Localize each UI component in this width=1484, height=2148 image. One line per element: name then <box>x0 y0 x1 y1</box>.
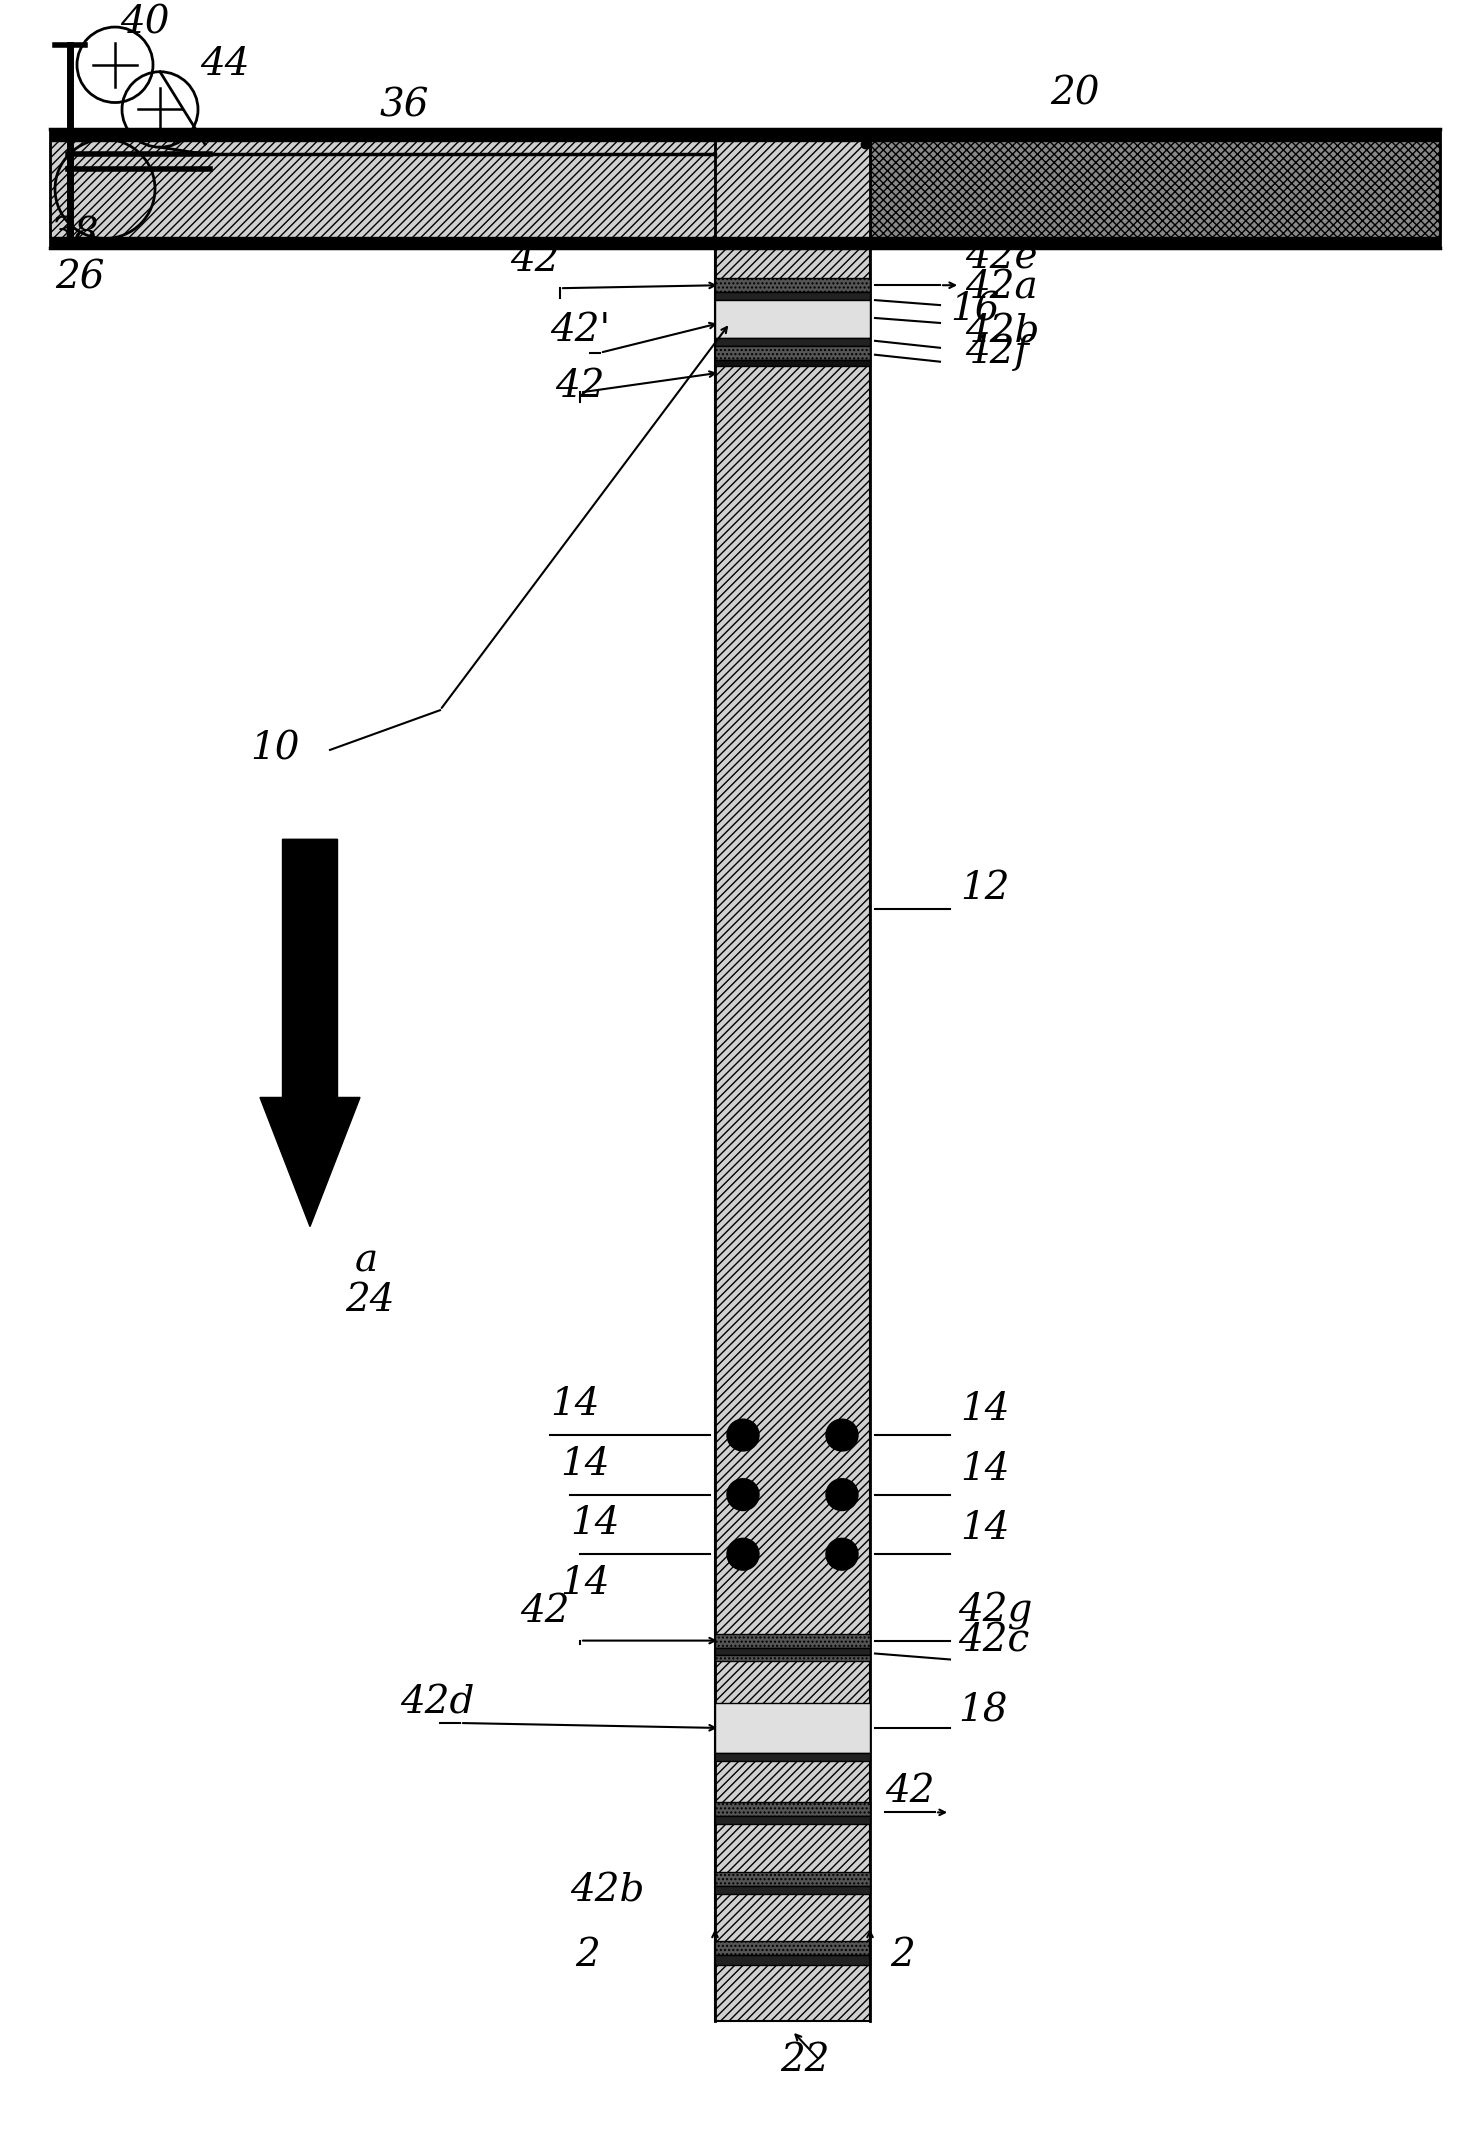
Bar <box>715 346 870 359</box>
Text: 42b: 42b <box>965 314 1039 350</box>
Text: 42d: 42d <box>401 1684 475 1721</box>
Text: 42b: 42b <box>570 1873 644 1910</box>
Text: 12: 12 <box>960 870 1009 906</box>
Bar <box>715 337 870 346</box>
Text: 44: 44 <box>200 45 249 84</box>
Text: 10: 10 <box>249 730 300 767</box>
Text: 42: 42 <box>510 243 559 279</box>
Text: 16: 16 <box>950 292 1000 329</box>
Bar <box>715 1753 870 1761</box>
Bar <box>715 1942 870 1955</box>
Text: 2: 2 <box>574 1937 600 1974</box>
Bar <box>715 249 870 2021</box>
Text: 42e: 42e <box>965 238 1037 277</box>
Text: 40: 40 <box>120 4 169 41</box>
Bar <box>715 292 870 301</box>
Bar <box>715 1656 870 1660</box>
Text: 42: 42 <box>884 1774 935 1811</box>
Bar <box>50 236 1439 249</box>
Text: 22: 22 <box>781 2041 830 2079</box>
Bar <box>715 1802 870 1817</box>
Bar <box>715 279 870 292</box>
Text: 42f: 42f <box>965 333 1028 372</box>
Bar <box>715 1886 870 1895</box>
Circle shape <box>827 1420 858 1450</box>
Bar <box>715 301 870 337</box>
Circle shape <box>827 1538 858 1570</box>
Text: 14: 14 <box>551 1385 600 1424</box>
FancyArrow shape <box>260 840 361 1227</box>
Bar <box>715 1871 870 1886</box>
Text: 2: 2 <box>890 1937 914 1974</box>
Text: 42': 42' <box>551 311 610 348</box>
Text: 14: 14 <box>559 1446 610 1482</box>
Bar <box>715 359 870 365</box>
Bar <box>50 129 1439 142</box>
Text: 14: 14 <box>960 1510 1009 1547</box>
Circle shape <box>727 1538 758 1570</box>
Text: 42c: 42c <box>959 1622 1030 1660</box>
Circle shape <box>727 1478 758 1510</box>
Bar <box>715 1635 870 1648</box>
Circle shape <box>727 1420 758 1450</box>
Text: 26: 26 <box>55 260 104 296</box>
Text: 42: 42 <box>555 369 604 406</box>
Text: 42a: 42a <box>965 268 1037 307</box>
Text: 20: 20 <box>1051 75 1100 112</box>
Text: a: a <box>355 1242 378 1280</box>
Text: 14: 14 <box>960 1450 1009 1489</box>
Text: 38: 38 <box>50 217 99 253</box>
Bar <box>715 1955 870 1965</box>
Bar <box>715 1817 870 1824</box>
Text: 24: 24 <box>344 1282 395 1319</box>
Text: 36: 36 <box>380 88 429 125</box>
Bar <box>715 142 870 236</box>
Text: 42: 42 <box>519 1592 570 1630</box>
Text: 42g: 42g <box>959 1592 1033 1630</box>
Circle shape <box>827 1478 858 1510</box>
Text: 14: 14 <box>559 1566 610 1602</box>
Bar <box>715 1648 870 1656</box>
Text: 18: 18 <box>959 1693 1008 1729</box>
Bar <box>50 142 715 236</box>
Bar <box>870 142 1439 236</box>
Bar <box>715 1703 870 1753</box>
Text: 14: 14 <box>960 1392 1009 1428</box>
Text: 14: 14 <box>570 1506 619 1542</box>
